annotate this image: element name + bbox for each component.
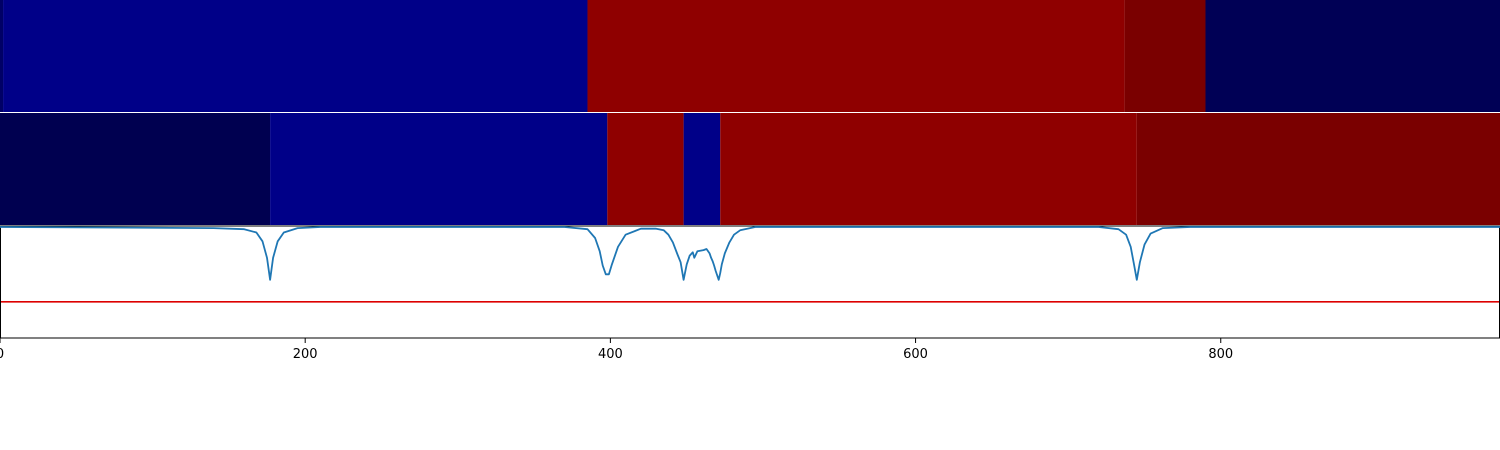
track-1-segment-1 bbox=[0, 0, 4, 112]
track-1-segment-4 bbox=[1124, 0, 1206, 112]
x-tick-label-0: 0 bbox=[0, 347, 4, 362]
heatmap-tracks bbox=[0, 0, 1500, 225]
signal-panel-frame bbox=[0, 225, 1500, 339]
track-2-segment-1 bbox=[0, 113, 271, 225]
track-2 bbox=[0, 113, 1500, 225]
track-1-segment-2 bbox=[3, 0, 588, 112]
signal-layer bbox=[0, 226, 1500, 303]
x-tick-label-200: 200 bbox=[293, 347, 318, 362]
track-1 bbox=[0, 0, 1500, 112]
track-2-segment-3 bbox=[607, 113, 684, 225]
x-tick-label-800: 800 bbox=[1208, 347, 1233, 362]
signal-line bbox=[0, 226, 1500, 281]
track-2-segment-4 bbox=[683, 113, 721, 225]
track-1-segment-3 bbox=[587, 0, 1125, 112]
track-1-segment-5 bbox=[1205, 0, 1500, 112]
track-2-segment-5 bbox=[720, 113, 1137, 225]
track-2-segment-6 bbox=[1136, 113, 1500, 225]
x-tick-label-400: 400 bbox=[598, 347, 623, 362]
signal-panel bbox=[0, 225, 1500, 339]
x-tick-label-600: 600 bbox=[903, 347, 928, 362]
x-axis: 0 200 400 600 800 bbox=[0, 338, 1233, 362]
track-2-segment-2 bbox=[270, 113, 608, 225]
